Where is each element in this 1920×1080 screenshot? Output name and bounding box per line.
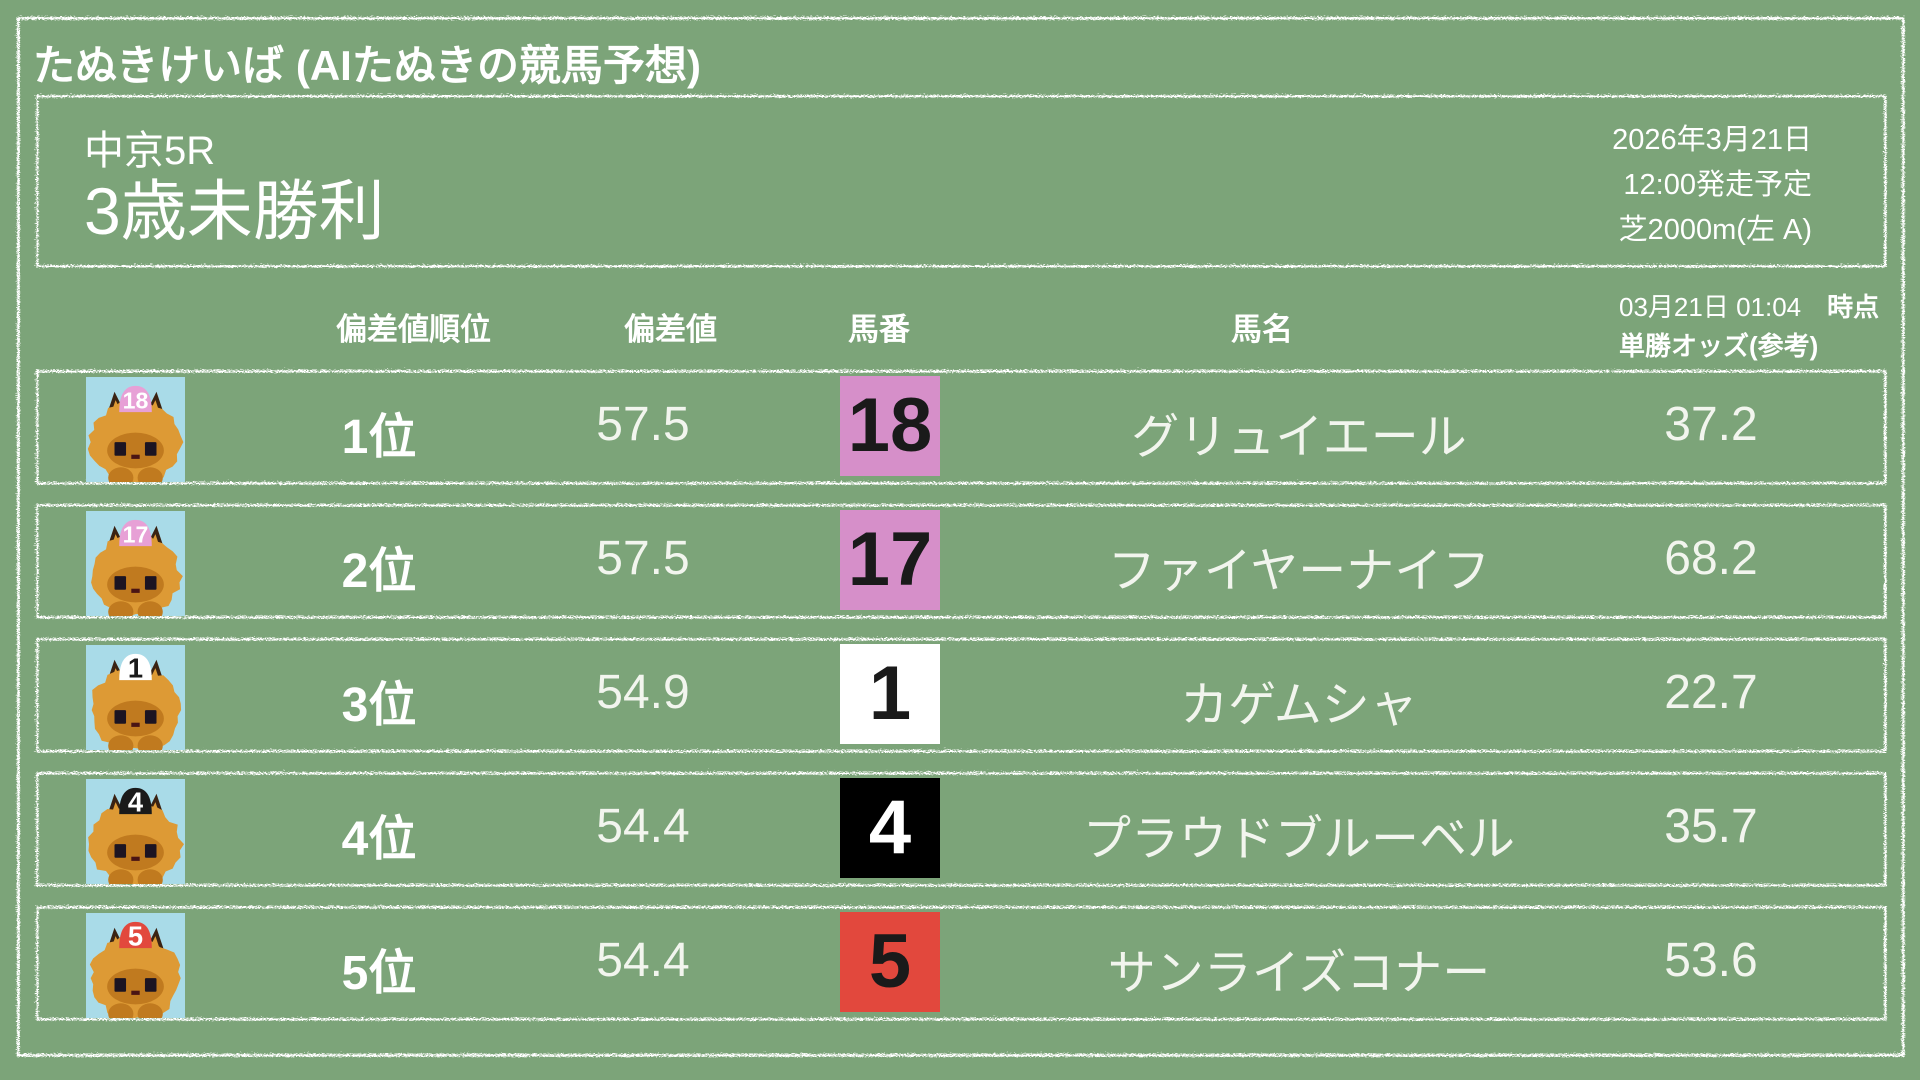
svg-text:4: 4	[128, 786, 144, 817]
svg-text:5: 5	[128, 920, 143, 951]
svg-text:17: 17	[123, 521, 149, 547]
svg-text:18: 18	[123, 387, 149, 413]
svg-text:1: 1	[128, 652, 143, 683]
